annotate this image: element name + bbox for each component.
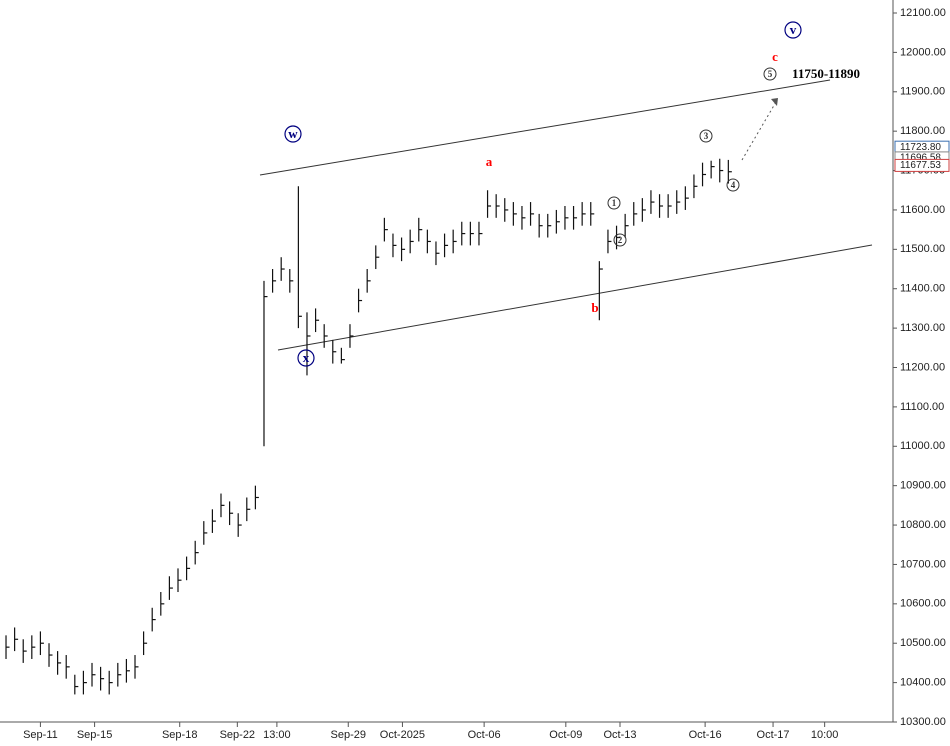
x-tick-label: Sep-22 [220, 729, 255, 741]
y-tick-label: 12100.00 [900, 7, 946, 19]
y-tick-label: 10400.00 [900, 677, 946, 689]
y-tick-label: 11300.00 [900, 322, 945, 334]
wave-circle [784, 21, 802, 39]
x-tick-label: 10:00 [811, 729, 839, 741]
y-tick-label: 10900.00 [900, 480, 946, 492]
y-tick-label: 11900.00 [900, 86, 945, 98]
y-tick-label: 11600.00 [900, 204, 945, 216]
arrow-head [771, 98, 778, 106]
x-tick-label: Oct-13 [603, 729, 636, 741]
wave-label: w [288, 126, 298, 141]
x-tick-label: Sep-18 [162, 729, 197, 741]
y-tick-label: 10600.00 [900, 598, 946, 610]
y-tick-label: 11100.00 [900, 401, 944, 413]
wave-circle [763, 67, 777, 81]
wave-label: 3 [704, 131, 709, 141]
wave-label: 11750-11890 [792, 66, 860, 81]
x-tick-label: Sep-15 [77, 729, 112, 741]
y-tick-label: 11800.00 [900, 125, 945, 137]
wave-circle [726, 178, 740, 192]
y-tick-label: 12000.00 [900, 46, 946, 58]
y-tick-label: 11500.00 [900, 243, 945, 255]
price-label-box [894, 158, 950, 172]
wave-label: x [303, 350, 310, 365]
wave-label: 2 [618, 235, 623, 245]
x-tick-label: Oct-06 [468, 729, 501, 741]
channel-lower [277, 244, 873, 351]
y-tick-label: 10800.00 [900, 519, 946, 531]
wave-circle [297, 349, 315, 367]
y-tick-label: 10700.00 [900, 558, 946, 570]
projection-arrow [741, 101, 777, 161]
x-tick-label: Oct-16 [689, 729, 722, 741]
y-tick-label: 10300.00 [900, 716, 946, 728]
wave-label: v [790, 22, 797, 37]
x-tick-label: Sep-29 [331, 729, 366, 741]
wave-label: b [591, 300, 598, 315]
x-tick-label: 13:00 [263, 729, 291, 741]
x-tick-label: Oct-09 [549, 729, 582, 741]
price-label: 11677.53 [900, 160, 941, 171]
wave-label: 5 [768, 69, 773, 79]
wave-circle [284, 125, 302, 143]
y-tick-label: 10500.00 [900, 637, 946, 649]
wave-label: 4 [731, 180, 736, 190]
wave-label: c [772, 49, 778, 64]
channel-upper [259, 79, 831, 176]
y-tick-label: 11400.00 [900, 283, 945, 295]
wave-circle [613, 233, 627, 247]
wave-circle [699, 129, 713, 143]
wave-circle [607, 196, 621, 210]
price-label: 11723.80 [900, 142, 941, 153]
x-tick-label: Oct-2025 [380, 729, 425, 741]
x-tick-label: Oct-17 [757, 729, 790, 741]
wave-label: 1 [612, 198, 617, 208]
y-tick-label: 11000.00 [900, 440, 945, 452]
x-tick-label: Sep-11 [23, 729, 58, 741]
price-label: 11696.58 [900, 153, 941, 164]
wave-label: a [486, 154, 493, 169]
y-tick-label: 11200.00 [900, 361, 945, 373]
